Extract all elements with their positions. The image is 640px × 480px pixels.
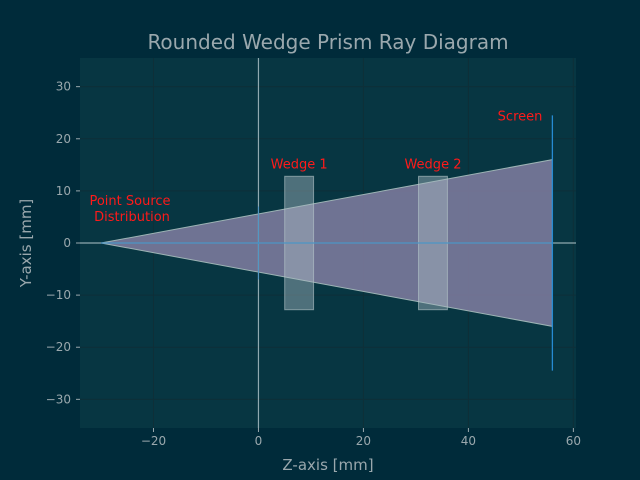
y-tick-label: 0 [63,236,71,250]
y-tick-label: 30 [56,80,71,94]
point-source-label: Point Source Distribution [89,194,170,225]
annotation-layer: Wedge 1 Wedge 2 Screen Point Source Distribu… [89,109,542,225]
chart-title: Rounded Wedge Prism Ray Diagram [147,30,508,54]
y-tick-label: −10 [46,288,71,302]
wedge-2-label: Wedge 2 [404,157,461,172]
ticks-layer: −20 0 20 40 60 −30 −20 −10 0 10 20 30 [46,80,581,448]
axes-layer [80,58,576,428]
y-tick-label: −20 [46,340,71,354]
y-tick-label: 20 [56,132,71,146]
point-source-label-line: Distribution [94,210,170,225]
screen-label: Screen [498,109,543,124]
x-tick-label: 40 [461,434,476,448]
x-tick-label: −20 [141,434,166,448]
wedge-1-label: Wedge 1 [271,157,328,172]
y-tick-label: −30 [46,392,71,406]
x-axis-label: Z-axis [mm] [282,456,373,474]
y-tick-label: 10 [56,184,71,198]
x-tick-label: 0 [255,434,263,448]
y-axis-label: Y-axis [mm] [17,199,35,289]
x-tick-label: 20 [356,434,371,448]
point-source-label-line: Point Source [89,194,170,209]
x-tick-label: 60 [566,434,581,448]
